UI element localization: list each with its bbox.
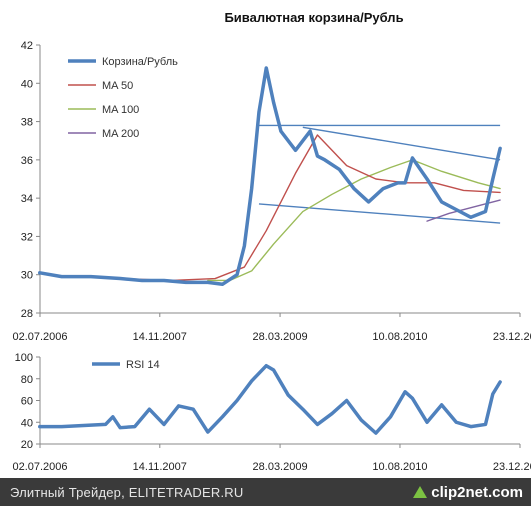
- x-tick-label: 02.07.2006: [12, 331, 67, 343]
- y-tick-label: 36: [21, 155, 33, 167]
- legend-label-корзина-рубль: Корзина/Рубль: [102, 56, 178, 68]
- y-tick-label: 42: [21, 40, 33, 52]
- x-tick-label: 28.03.2009: [253, 331, 308, 343]
- series-line-ma-100: [207, 159, 501, 282]
- main-chart: 28 30 32 34 36 38 40 42 02.07.2006 14.11.2007 28.0…: [12, 40, 531, 343]
- y-tick-label: 40: [21, 417, 33, 429]
- y-tick-label: 60: [21, 396, 33, 408]
- logo-text: clip2net.com: [431, 483, 523, 501]
- footer-bar: Элитный Трейдер, ELITETRADER.RU clip2net…: [0, 478, 531, 506]
- series-line-rsi-14: [38, 363, 502, 435]
- y-tick-label: 30: [21, 270, 33, 282]
- footer-source-text: Элитный Трейдер, ELITETRADER.RU: [10, 485, 244, 500]
- trend-line: [302, 126, 501, 161]
- y-tick-label: 32: [21, 231, 33, 243]
- y-tick-label: 38: [21, 117, 33, 129]
- y-tick-label: 100: [15, 352, 33, 364]
- y-tick-label: 34: [21, 193, 33, 205]
- trend-line: [258, 203, 501, 224]
- x-tick-label: 10.08.2010: [372, 331, 427, 343]
- x-tick-label: 10.08.2010: [372, 461, 427, 473]
- y-tick-label: 40: [21, 78, 33, 90]
- legend-label-ma-200: MA 200: [102, 128, 139, 140]
- x-tick-label: 23.12.2011: [493, 331, 531, 343]
- upload-arrow-icon: [413, 486, 428, 498]
- x-tick-label: 14.11.2007: [133, 461, 187, 473]
- legend-label-ma-100: MA 100: [102, 104, 139, 116]
- legend-label-rsi-14: RSI 14: [126, 359, 160, 371]
- chart-area: Бивалютная корзина/Рубль 28 30 32 34 36 38 40 4…: [12, 10, 531, 473]
- clip2net-logo[interactable]: clip2net.com: [413, 483, 523, 501]
- chart-title: Бивалютная корзина/Рубль: [224, 10, 403, 25]
- y-tick-label: 28: [21, 308, 33, 320]
- x-tick-label: 14.11.2007: [133, 331, 187, 343]
- series-line-корзина-рубль: [38, 66, 502, 287]
- series-line-ma-50: [119, 134, 501, 282]
- legend-label-ma-50: MA 50: [102, 80, 133, 92]
- x-tick-label: 23.12.2011: [493, 461, 531, 473]
- y-tick-label: 80: [21, 374, 33, 386]
- x-tick-label: 02.07.2006: [12, 461, 67, 473]
- x-tick-label: 28.03.2009: [253, 461, 308, 473]
- y-tick-label: 20: [21, 439, 33, 451]
- rsi-chart: 20 40 60 80 100 02.07.2006 14.11.2007 28.03.200…: [12, 352, 531, 473]
